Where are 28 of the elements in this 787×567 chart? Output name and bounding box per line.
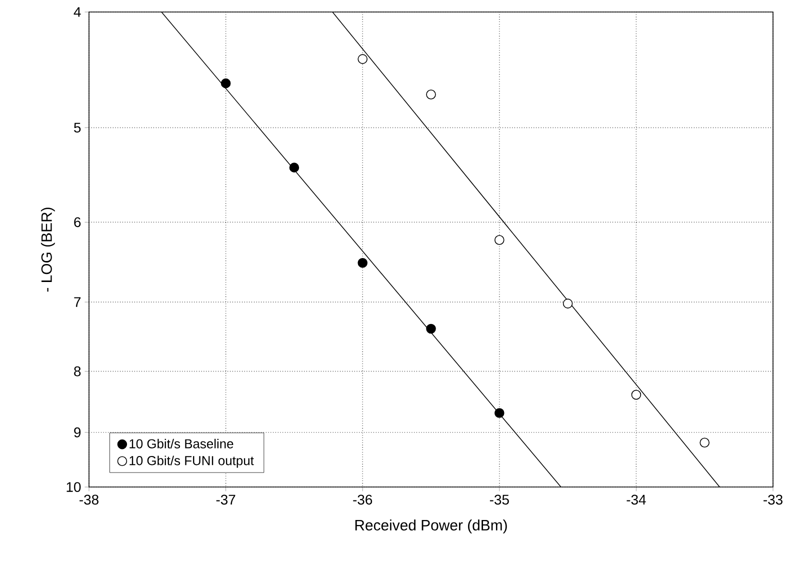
point <box>562 298 573 308</box>
y-tick-label: 6 <box>74 217 81 228</box>
y-tick-label: 7 <box>74 297 81 307</box>
x-tick-label: -33 <box>764 494 782 505</box>
point <box>426 90 436 100</box>
y-tick-label: 5 <box>74 122 81 133</box>
point <box>358 258 368 268</box>
point <box>358 54 368 64</box>
point <box>631 390 642 400</box>
legend-label: 10 Gbit/s Baseline <box>130 438 234 448</box>
y-tick-label: 9 <box>74 427 81 438</box>
y-tick-label: 4 <box>74 7 81 17</box>
x-axis-title: Received Power (dBm) <box>355 520 507 534</box>
x-tick-label: -35 <box>490 494 509 505</box>
x-tick-label: -34 <box>626 494 646 505</box>
x-tick-label: -36 <box>353 494 372 505</box>
point <box>289 162 300 172</box>
point <box>700 438 710 448</box>
point <box>426 324 436 334</box>
y-axis-title: - LOG (BER) <box>40 208 55 292</box>
y-tick-label: 8 <box>74 366 81 376</box>
x-tick-label: -37 <box>216 494 236 505</box>
point <box>494 235 504 245</box>
x-tick-label: -38 <box>80 494 98 505</box>
point <box>220 78 231 88</box>
point <box>494 408 504 418</box>
y-tick-label: 10 <box>66 482 81 492</box>
legend-label: 10 Gbit/s FUNI output <box>130 456 254 468</box>
